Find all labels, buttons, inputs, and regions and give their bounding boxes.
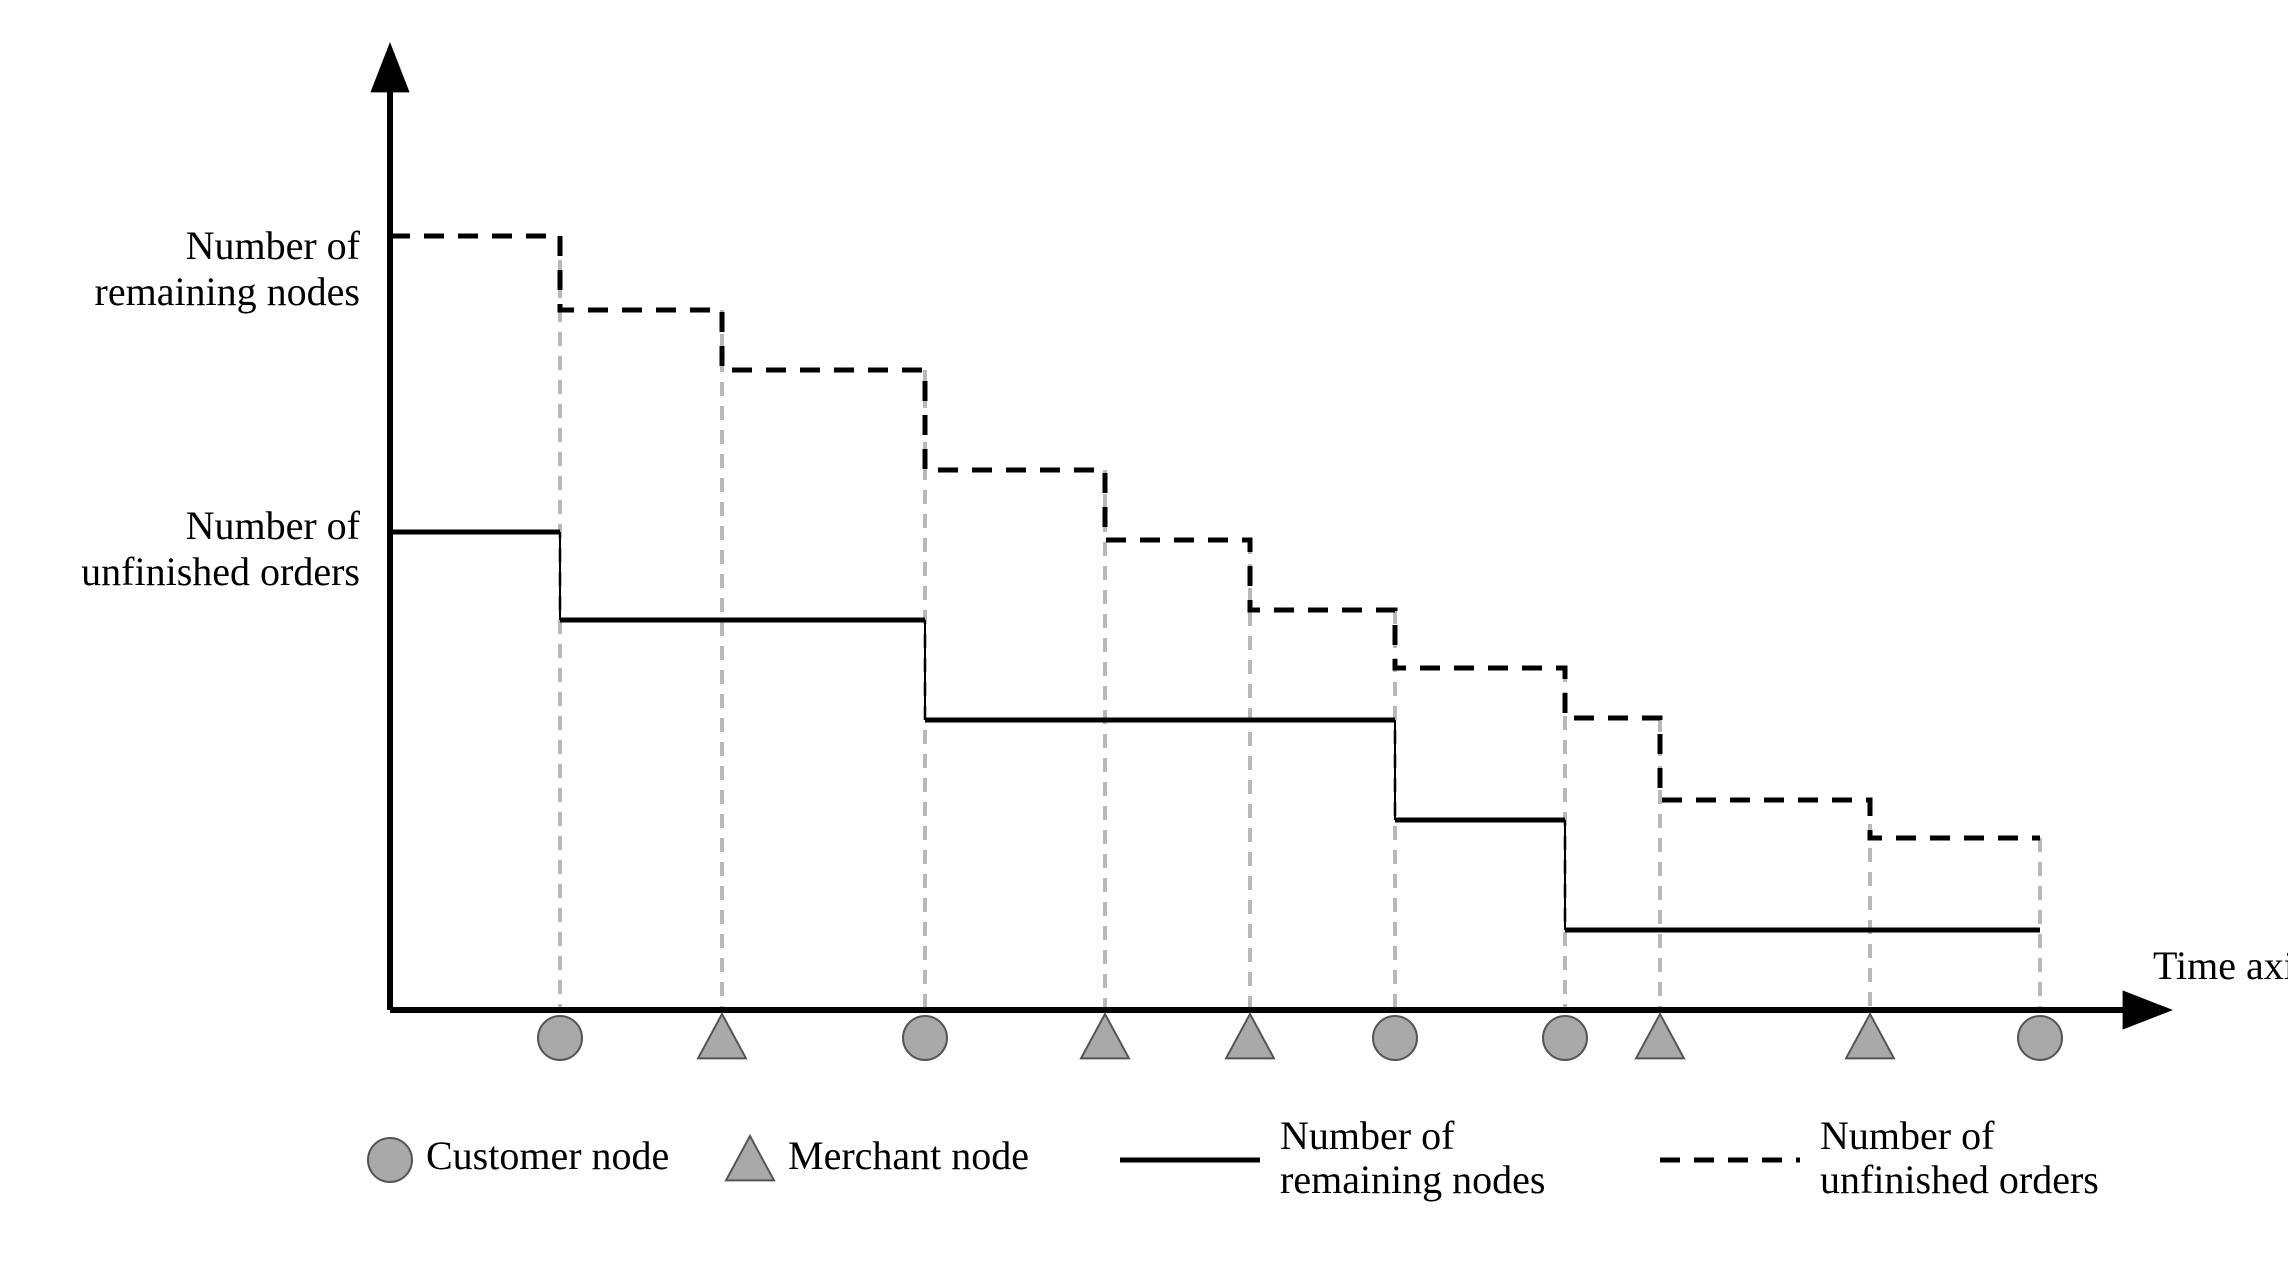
legend-dashed-line: Number ofunfinished orders xyxy=(1660,1113,2099,1202)
customer-node-marker xyxy=(1543,1016,1587,1060)
yaxis-label: Number of xyxy=(186,223,361,268)
yaxis-label: Number of xyxy=(186,503,361,548)
merchant-node-marker xyxy=(1846,1014,1894,1058)
merchant-node-marker xyxy=(1226,1014,1274,1058)
merchant-node-marker xyxy=(698,1014,746,1058)
chart-svg: Number ofremaining nodesNumber ofunfinis… xyxy=(0,0,2288,1276)
legend-solid-line: Number ofremaining nodes xyxy=(1120,1113,1546,1202)
customer-node-marker xyxy=(2018,1016,2062,1060)
yaxis-label: unfinished orders xyxy=(81,549,360,594)
svg-text:Customer node: Customer node xyxy=(426,1133,669,1178)
legend-merchant: Merchant node xyxy=(726,1133,1029,1180)
svg-text:Number of: Number of xyxy=(1820,1113,1995,1158)
xaxis-label: Time axis xyxy=(2153,943,2288,988)
customer-node-marker xyxy=(538,1016,582,1060)
merchant-node-marker xyxy=(1081,1014,1129,1058)
svg-text:Number of: Number of xyxy=(1280,1113,1455,1158)
svg-text:Merchant node: Merchant node xyxy=(788,1133,1029,1178)
customer-node-marker xyxy=(1373,1016,1417,1060)
yaxis-label: remaining nodes xyxy=(95,269,361,314)
merchant-node-marker xyxy=(1636,1014,1684,1058)
legend-customer: Customer node xyxy=(368,1133,669,1182)
svg-text:remaining nodes: remaining nodes xyxy=(1280,1157,1546,1202)
customer-node-marker xyxy=(903,1016,947,1060)
svg-text:unfinished orders: unfinished orders xyxy=(1820,1157,2099,1202)
step-chart-diagram: Number ofremaining nodesNumber ofunfinis… xyxy=(0,0,2288,1276)
